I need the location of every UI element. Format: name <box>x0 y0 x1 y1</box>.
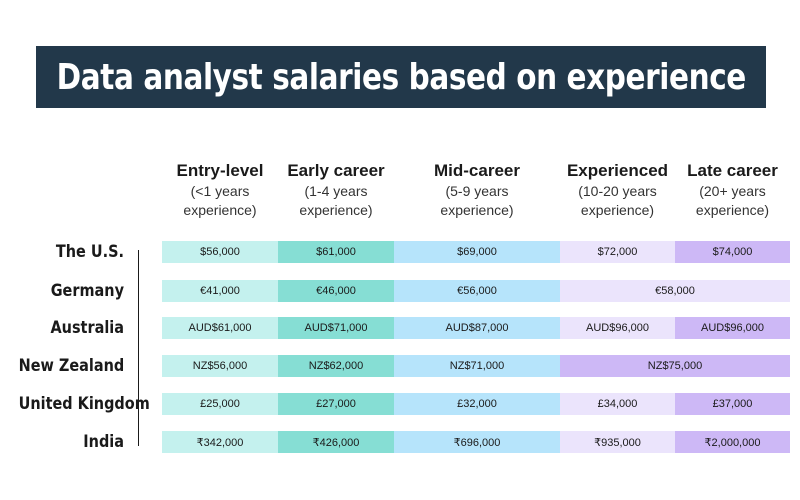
salary-cell: $56,000 <box>162 241 278 263</box>
column-header-unit: experience) <box>299 202 373 218</box>
salary-cell: ₹342,000 <box>162 431 278 453</box>
column-header-unit: experience) <box>440 202 514 218</box>
salary-cell: €56,000 <box>394 280 560 302</box>
column-header-title: Early career <box>287 161 385 180</box>
row-label-united-kingdom: United Kingdom <box>18 394 150 414</box>
column-header-range: (20+ years <box>699 183 766 199</box>
column-header-unit: experience) <box>695 202 770 218</box>
chart-title: Data analyst salaries based on experienc… <box>56 56 746 98</box>
salary-cell: AUD$71,000 <box>278 317 394 339</box>
salary-cell: NZ$71,000 <box>394 355 560 377</box>
row-label-new-zealand: New Zealand <box>18 356 125 376</box>
row-label-australia: Australia <box>50 318 124 338</box>
column-header-unit: experience) <box>183 202 257 218</box>
salary-cell: $72,000 <box>560 241 675 263</box>
salary-cell: ₹2,000,000 <box>675 431 790 453</box>
row-axis-line <box>138 250 139 446</box>
column-header-unit: experience) <box>580 202 655 218</box>
salary-cell: NZ$56,000 <box>162 355 278 377</box>
salary-cell: $74,000 <box>675 241 790 263</box>
salary-cell: €41,000 <box>162 280 278 302</box>
row-label-india: India <box>83 432 124 452</box>
salary-cell: $69,000 <box>394 241 560 263</box>
salary-cell: £25,000 <box>162 393 278 415</box>
salary-cell: ₹696,000 <box>394 431 560 453</box>
salary-cell: ₹935,000 <box>560 431 675 453</box>
column-header-range: (5-9 years <box>445 183 509 199</box>
row-label-the-u-s: The U.S. <box>55 242 124 262</box>
salary-cell: $61,000 <box>278 241 394 263</box>
row-label-germany: Germany <box>50 281 124 301</box>
salary-cell: AUD$96,000 <box>675 317 790 339</box>
salary-cell: ₹426,000 <box>278 431 394 453</box>
salary-cell: £27,000 <box>278 393 394 415</box>
column-header-range: (1-4 years <box>304 183 368 199</box>
column-header-range: (<1 years <box>190 183 250 199</box>
salary-cell: £32,000 <box>394 393 560 415</box>
salary-cell: AUD$96,000 <box>560 317 675 339</box>
column-header-early: Early career (1-4 years experience) <box>278 160 394 220</box>
salary-cell: £37,000 <box>675 393 790 415</box>
salary-cell: NZ$62,000 <box>278 355 394 377</box>
column-header-mid: Mid-career (5-9 years experience) <box>394 160 560 220</box>
salary-cell: €46,000 <box>278 280 394 302</box>
salary-cell: AUD$61,000 <box>162 317 278 339</box>
column-header-title: Entry-level <box>176 161 264 180</box>
salary-cell: €58,000 <box>560 280 790 302</box>
title-banner: Data analyst salaries based on experienc… <box>36 46 766 108</box>
column-header-experienced: Experienced (10-20 years experience) <box>560 160 675 220</box>
salary-cell: £34,000 <box>560 393 675 415</box>
column-header-title: Mid-career <box>434 161 520 180</box>
column-header-title: Late career <box>687 161 778 180</box>
column-header-range: (10-20 years <box>578 183 657 199</box>
column-header-late: Late career (20+ years experience) <box>675 160 790 220</box>
salary-cell: AUD$87,000 <box>394 317 560 339</box>
column-header-title: Experienced <box>566 161 669 180</box>
salary-cell: NZ$75,000 <box>560 355 790 377</box>
column-header-entry: Entry-level (<1 years experience) <box>162 160 278 220</box>
